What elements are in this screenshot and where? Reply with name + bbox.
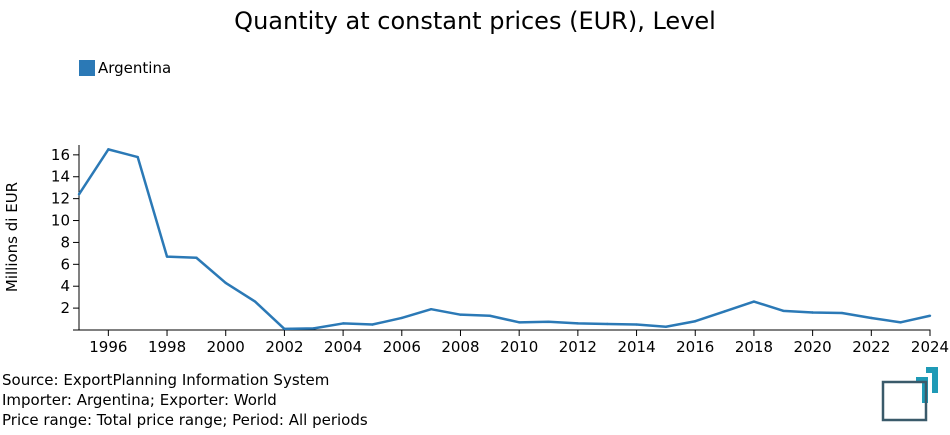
data-point (635, 323, 638, 326)
data-point (341, 322, 345, 325)
data-point (283, 327, 286, 331)
footnote-source: Source: ExportPlanning Information Syste… (2, 371, 330, 389)
y-tick-label: 14 (51, 168, 70, 186)
data-point (371, 323, 374, 326)
x-tick-label: 2018 (735, 338, 773, 356)
data-point (547, 320, 550, 323)
chart-title: Quantity at constant prices (EUR), Level (234, 7, 716, 35)
data-point (899, 321, 902, 324)
data-point (840, 311, 844, 315)
x-tick-label: 2000 (207, 338, 245, 356)
x-tick-label: 1998 (148, 338, 186, 356)
y-tick-label: 6 (60, 255, 70, 273)
footnotes: Source: ExportPlanning Information Syste… (2, 370, 368, 430)
x-tick-label: 2002 (265, 338, 303, 356)
x-tick-label: 2012 (559, 338, 597, 356)
data-point (312, 327, 315, 330)
data-point (928, 314, 932, 317)
data-point (136, 155, 139, 159)
y-tick-label: 4 (60, 277, 70, 295)
data-point (195, 256, 198, 259)
y-tick-label: 12 (51, 190, 70, 208)
x-tick-label: 2020 (794, 338, 832, 356)
data-point (723, 310, 726, 313)
x-tick-label: 2004 (324, 338, 362, 356)
data-point (664, 325, 668, 328)
legend-swatch-argentina (79, 60, 95, 76)
x-tick-label: 2016 (676, 338, 714, 356)
y-tick-label: 2 (60, 299, 70, 317)
series-marks (77, 148, 932, 331)
x-tick-label: 1996 (89, 338, 127, 356)
data-point (606, 322, 609, 326)
x-tick-label: 2008 (441, 338, 479, 356)
data-point (429, 308, 433, 311)
y-tick-label: 10 (51, 212, 70, 230)
data-point (782, 309, 785, 313)
footnote-price-range: Price range: Total price range; Period: … (2, 411, 368, 429)
exportplanning-logo-icon (881, 367, 938, 422)
data-point (517, 321, 521, 324)
data-point (752, 300, 756, 303)
data-point (459, 313, 462, 316)
x-tick-label: 2006 (383, 338, 421, 356)
data-point (253, 300, 257, 303)
data-point (576, 322, 580, 325)
y-tick-label: 8 (60, 233, 70, 251)
x-tick-label: 2010 (500, 338, 538, 356)
legend-label-argentina: Argentina (98, 59, 172, 77)
legend: Argentina (79, 59, 171, 77)
x-tick-label: 2022 (852, 338, 890, 356)
x-tick-label: 2014 (617, 338, 655, 356)
data-point (400, 316, 403, 320)
footnote-importer-exporter: Importer: Argentina; Exporter: World (2, 391, 277, 409)
line-chart: 2 4 6 8 10 12 14 16 1996 1998 2000 2002 2004 2006 2008… (51, 145, 949, 356)
data-point (811, 311, 814, 314)
series-line-argentina (77, 148, 931, 331)
data-point (694, 320, 697, 323)
axes: 2 4 6 8 10 12 14 16 1996 1998 2000 2002 2004 2006 2008… (51, 145, 949, 356)
data-point (77, 193, 81, 196)
data-point (165, 255, 169, 258)
data-point (224, 281, 227, 285)
data-point (107, 148, 110, 151)
data-point (488, 314, 492, 317)
x-tick-label: 2024 (911, 338, 949, 356)
y-tick-label: 16 (51, 146, 70, 164)
data-point (870, 316, 873, 320)
